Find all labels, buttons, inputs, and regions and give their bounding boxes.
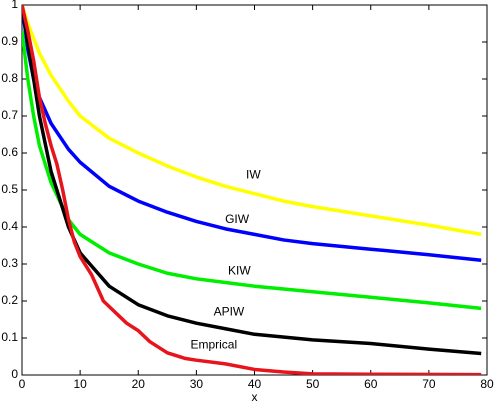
- x-axis-label: x: [252, 390, 258, 404]
- x-tick-label: 30: [190, 377, 204, 391]
- series-line: [22, 5, 482, 237]
- x-tick-label: 20: [132, 377, 146, 391]
- y-tick-label: 0.8: [1, 71, 18, 85]
- y-tick-label: 0.2: [1, 293, 18, 307]
- x-tick-label: 50: [306, 377, 320, 391]
- x-tick-label: 0: [19, 377, 26, 391]
- annotation: IW: [246, 167, 261, 181]
- annotation: GIW: [225, 212, 250, 226]
- y-tick-label: 0.1: [1, 330, 18, 344]
- x-tick-label: 60: [364, 377, 378, 391]
- series-line: [22, 5, 482, 375]
- x-tick-label: 40: [248, 377, 262, 391]
- y-tick-label: 0.5: [1, 182, 18, 196]
- y-tick-label: 0.4: [1, 219, 18, 233]
- annotation: KIW: [228, 264, 251, 278]
- annotation: Emprical: [190, 338, 237, 352]
- y-tick-label: 0.9: [1, 34, 18, 48]
- x-tick-label: 10: [73, 377, 87, 391]
- series-line: [22, 30, 482, 311]
- y-tick-label: 0.3: [1, 256, 18, 270]
- series-line: [22, 5, 482, 356]
- annotation: APIW: [214, 304, 245, 318]
- y-tick-label: 1: [11, 0, 18, 11]
- y-tick-label: 0.7: [1, 108, 18, 122]
- x-tick-label: 70: [422, 377, 436, 391]
- y-tick-label: 0.6: [1, 145, 18, 159]
- plot-frame: [21, 4, 488, 376]
- x-tick-label: 80: [480, 377, 494, 391]
- y-tick-label: 0: [11, 367, 18, 381]
